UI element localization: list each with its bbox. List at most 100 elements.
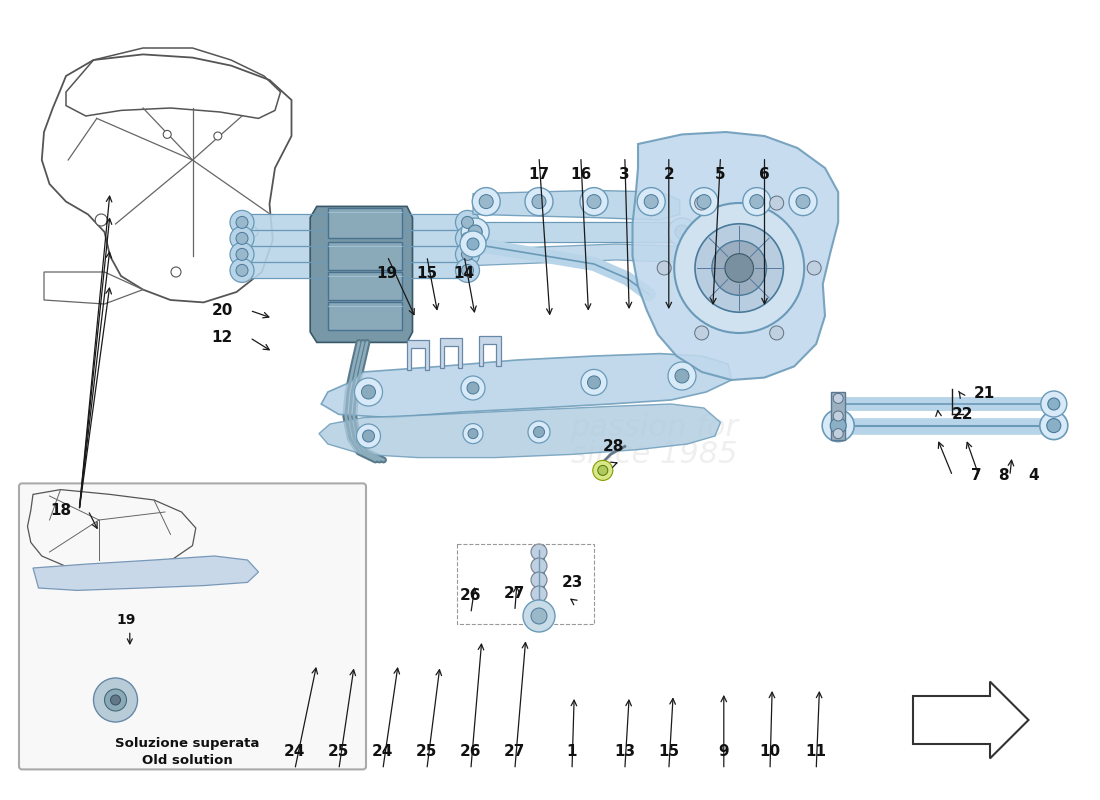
Circle shape bbox=[534, 426, 544, 438]
Text: 7: 7 bbox=[971, 469, 982, 483]
Circle shape bbox=[697, 194, 711, 209]
Circle shape bbox=[531, 544, 547, 560]
Circle shape bbox=[236, 248, 248, 261]
Circle shape bbox=[356, 424, 381, 448]
Circle shape bbox=[657, 261, 671, 275]
Text: 20: 20 bbox=[211, 303, 233, 318]
Circle shape bbox=[455, 226, 480, 250]
Circle shape bbox=[770, 326, 783, 340]
Circle shape bbox=[833, 394, 844, 403]
Text: 15: 15 bbox=[416, 266, 438, 281]
Text: 2: 2 bbox=[663, 167, 674, 182]
Circle shape bbox=[230, 258, 254, 282]
Circle shape bbox=[455, 242, 480, 266]
Text: 12: 12 bbox=[211, 330, 233, 345]
Circle shape bbox=[236, 217, 248, 229]
Circle shape bbox=[668, 362, 696, 390]
Polygon shape bbox=[913, 682, 1028, 758]
Bar bbox=[328, 302, 402, 330]
Polygon shape bbox=[310, 206, 412, 342]
Circle shape bbox=[248, 227, 258, 237]
Circle shape bbox=[236, 232, 248, 245]
Circle shape bbox=[587, 194, 601, 209]
Circle shape bbox=[468, 238, 478, 250]
Text: 25: 25 bbox=[328, 745, 350, 759]
Polygon shape bbox=[321, 354, 732, 418]
Text: 28: 28 bbox=[603, 439, 625, 454]
Polygon shape bbox=[407, 340, 429, 370]
Circle shape bbox=[675, 369, 689, 383]
Circle shape bbox=[531, 572, 547, 588]
Text: 19: 19 bbox=[376, 266, 398, 281]
Circle shape bbox=[528, 421, 550, 443]
Polygon shape bbox=[473, 190, 680, 220]
Text: 3: 3 bbox=[619, 167, 630, 182]
Circle shape bbox=[789, 188, 817, 215]
Circle shape bbox=[480, 194, 493, 209]
Circle shape bbox=[110, 695, 121, 705]
Text: 15: 15 bbox=[658, 745, 680, 759]
Circle shape bbox=[807, 261, 822, 275]
Circle shape bbox=[460, 231, 486, 257]
Circle shape bbox=[230, 242, 254, 266]
Circle shape bbox=[469, 225, 482, 239]
Circle shape bbox=[645, 194, 658, 209]
Circle shape bbox=[362, 385, 375, 399]
Circle shape bbox=[236, 265, 248, 277]
Circle shape bbox=[695, 326, 708, 340]
Circle shape bbox=[637, 188, 666, 215]
Circle shape bbox=[455, 210, 480, 234]
Circle shape bbox=[104, 689, 126, 711]
Circle shape bbox=[363, 430, 374, 442]
Text: 18: 18 bbox=[50, 503, 72, 518]
Circle shape bbox=[163, 130, 172, 138]
Circle shape bbox=[668, 218, 696, 246]
Circle shape bbox=[580, 188, 608, 215]
Circle shape bbox=[712, 241, 767, 295]
Bar bbox=[328, 272, 402, 300]
Text: 11: 11 bbox=[805, 745, 827, 759]
Circle shape bbox=[213, 132, 222, 140]
Circle shape bbox=[725, 254, 754, 282]
Circle shape bbox=[531, 608, 547, 624]
Circle shape bbox=[695, 224, 783, 312]
Text: 6: 6 bbox=[759, 167, 770, 182]
Circle shape bbox=[461, 376, 485, 400]
Circle shape bbox=[525, 188, 553, 215]
Circle shape bbox=[1047, 418, 1060, 433]
Text: since 1985: since 1985 bbox=[571, 440, 738, 469]
Circle shape bbox=[822, 410, 855, 442]
Circle shape bbox=[522, 600, 556, 632]
Text: Soluzione superata
Old solution: Soluzione superata Old solution bbox=[114, 737, 260, 767]
Circle shape bbox=[94, 678, 138, 722]
Text: 21: 21 bbox=[974, 386, 996, 401]
Text: 8: 8 bbox=[998, 469, 1009, 483]
Polygon shape bbox=[473, 244, 682, 266]
Text: 26: 26 bbox=[460, 745, 482, 759]
Text: 9: 9 bbox=[718, 745, 729, 759]
Circle shape bbox=[695, 196, 708, 210]
Text: 4: 4 bbox=[1028, 469, 1040, 483]
Polygon shape bbox=[478, 336, 500, 366]
Circle shape bbox=[593, 460, 613, 480]
Circle shape bbox=[463, 424, 483, 443]
Text: 26: 26 bbox=[460, 589, 482, 603]
Circle shape bbox=[354, 378, 383, 406]
Text: 14: 14 bbox=[453, 266, 475, 281]
Text: 19: 19 bbox=[117, 613, 136, 627]
Circle shape bbox=[461, 218, 490, 246]
Circle shape bbox=[675, 225, 689, 239]
Circle shape bbox=[462, 248, 473, 261]
Circle shape bbox=[230, 226, 254, 250]
Circle shape bbox=[1040, 411, 1068, 440]
Text: 24: 24 bbox=[372, 745, 394, 759]
Circle shape bbox=[833, 429, 844, 438]
Text: 24: 24 bbox=[284, 745, 306, 759]
Text: passion for: passion for bbox=[571, 414, 738, 442]
Circle shape bbox=[674, 203, 804, 333]
Polygon shape bbox=[440, 338, 462, 368]
Circle shape bbox=[455, 258, 480, 282]
Text: 27: 27 bbox=[504, 745, 526, 759]
Bar bbox=[328, 208, 402, 238]
Circle shape bbox=[96, 214, 107, 226]
